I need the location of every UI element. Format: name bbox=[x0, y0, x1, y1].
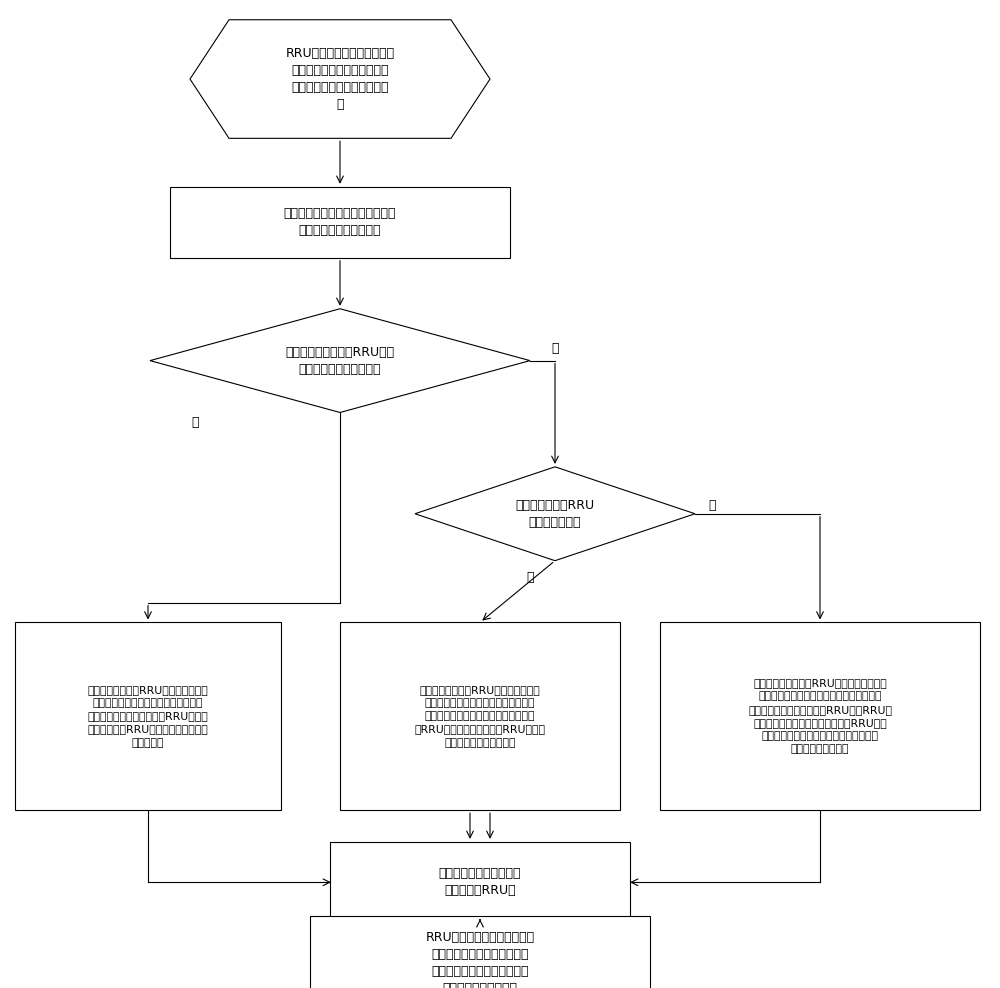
Text: 基带资源池根据其它RRU中负载情况、链路
的信干燥比、移动用户请求业务类型和服务
质量要求，选择负载较轻的RRU与该RRU为
移动用户提供协作通信，并缩小该RR: 基带资源池根据其它RRU中负载情况、链路 的信干燥比、移动用户请求业务类型和服务… bbox=[748, 679, 892, 754]
Text: 否: 否 bbox=[526, 571, 534, 585]
Polygon shape bbox=[150, 308, 530, 413]
Polygon shape bbox=[190, 20, 490, 138]
Text: 移动用户所在的RRU
的负载是否过重: 移动用户所在的RRU 的负载是否过重 bbox=[515, 499, 595, 529]
Bar bbox=[15, 622, 280, 810]
Text: 是: 是 bbox=[191, 416, 199, 430]
Text: RRU接收到基带处理池的链路
参数后，按照链路参数分配相
应的资源，并将该链路参数发
送到相应的移动用户。: RRU接收到基带处理池的链路 参数后，按照链路参数分配相 应的资源，并将该链路参… bbox=[425, 932, 535, 988]
Text: RRU根据移动用户发送的初始
信息，计算链路的信干燥比，
并将初始信息和链路的信干燥
比: RRU根据移动用户发送的初始 信息，计算链路的信干燥比， 并将初始信息和链路的信… bbox=[285, 47, 395, 111]
Text: 是: 是 bbox=[708, 499, 716, 513]
Text: 否: 否 bbox=[551, 342, 559, 356]
Bar bbox=[330, 842, 630, 923]
Text: 当系统中的负载状态发生改变时，
基带资源池开始负载均衡: 当系统中的负载状态发生改变时， 基带资源池开始负载均衡 bbox=[284, 207, 396, 237]
Bar bbox=[340, 622, 620, 810]
Text: 基带资源池将链路参数发
送给对应的RRU。: 基带资源池将链路参数发 送给对应的RRU。 bbox=[439, 867, 521, 897]
Polygon shape bbox=[415, 467, 695, 561]
Bar bbox=[660, 622, 980, 810]
Text: 基带资源池根据该RRU中负载情况、链
路的信干燥比、移动用户请求业务类型
和服务质量要求选择出最佳RRU为该移
动用户的接入RRU，并配置移动用户的
链路参数。: 基带资源池根据该RRU中负载情况、链 路的信干燥比、移动用户请求业务类型 和服务… bbox=[88, 685, 208, 748]
Text: 系统中是否存在单个RRU能够
满足移动用户的通信需求: 系统中是否存在单个RRU能够 满足移动用户的通信需求 bbox=[285, 346, 395, 375]
Bar bbox=[310, 917, 650, 988]
Bar bbox=[170, 187, 510, 258]
Text: 基带资源池根据各RRU中负载情况、链
路的信干燥比、移动用户请求业务类型
和服务质量要求，选择出系统中两个以
上RRU作为移动用户的接入RRU，并配
置移动用户: 基带资源池根据各RRU中负载情况、链 路的信干燥比、移动用户请求业务类型 和服务… bbox=[415, 685, 546, 748]
